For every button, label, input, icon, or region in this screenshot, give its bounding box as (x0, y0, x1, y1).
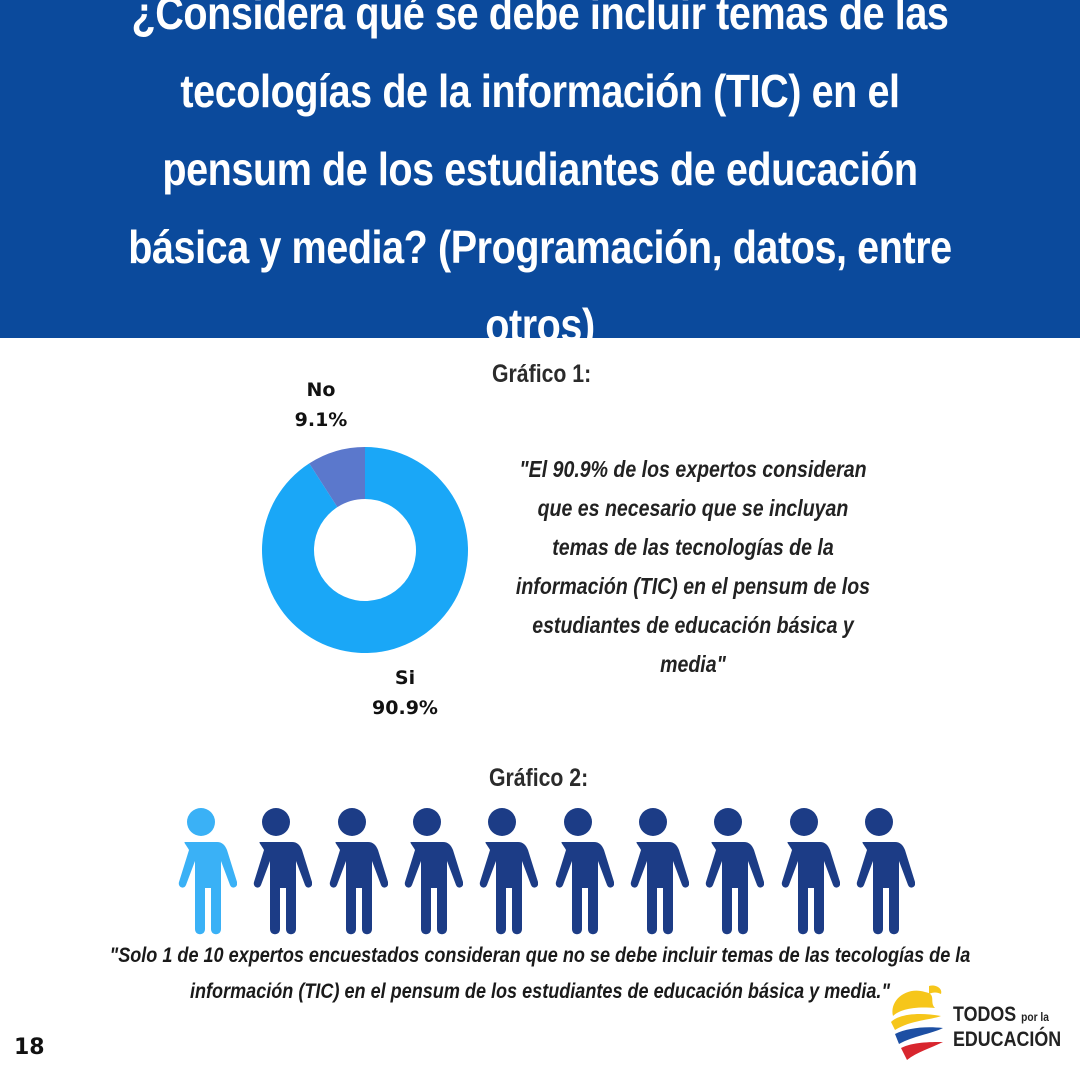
grafico2-title: Gráfico 2: (489, 764, 589, 792)
page-number: 18 (14, 1035, 45, 1060)
grafico1-quote: "El 90.9% de los expertos consideran que… (515, 456, 871, 677)
pictogram-people (165, 806, 915, 936)
person-icon (692, 806, 765, 936)
person-icon (316, 806, 388, 936)
donut-slice-si (262, 447, 469, 653)
logo-line1: TODOS (953, 1003, 1017, 1026)
page-title: ¿Considera qué se debe incluir temas de … (128, 0, 952, 351)
flag-swoosh-icon (891, 985, 943, 1060)
logo-line2: EDUCACIÓN (953, 1028, 1062, 1051)
grafico2-quote: "Solo 1 de 10 expertos encuestados consi… (109, 944, 971, 1003)
donut-svg (262, 447, 469, 653)
person-icon-highlighted (165, 806, 237, 936)
slice-label-no-category: No (306, 379, 336, 401)
slice-label-no-value: 9.1% (294, 409, 348, 431)
person-icon (240, 806, 313, 936)
person-icon (768, 806, 840, 936)
grafico1-title: Gráfico 1: (492, 360, 592, 388)
person-icon (843, 806, 915, 936)
person-icon (617, 806, 689, 936)
logo-text: TODOS por la EDUCACIÓN (953, 1004, 1061, 1052)
person-icon (391, 806, 463, 936)
donut-slice-no (309, 447, 365, 508)
logo-line1-small: por la (1021, 1010, 1049, 1024)
person-icon (466, 806, 539, 936)
header-banner: ¿Considera qué se debe incluir temas de … (0, 0, 1080, 351)
slice-label-si: Si 90.9% (360, 663, 450, 723)
slice-label-si-value: 90.9% (372, 697, 438, 719)
person-icon (542, 806, 614, 936)
todos-por-la-educacion-logo: TODOS por la EDUCACIÓN (885, 982, 1065, 1064)
donut-chart (240, 430, 490, 680)
slice-label-no: No 9.1% (285, 375, 357, 435)
slice-label-si-category: Si (394, 667, 416, 689)
